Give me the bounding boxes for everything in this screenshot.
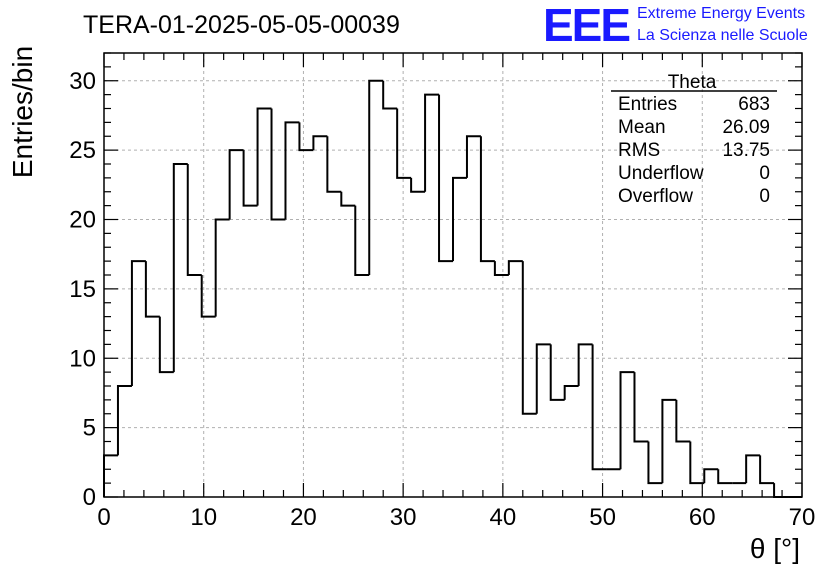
histogram-bin-0 [103, 454, 118, 497]
histogram-bin-48 [773, 483, 789, 498]
axes [103, 52, 803, 498]
y-tick-label-30: 30 [69, 68, 96, 95]
histogram-bin-14 [298, 122, 314, 152]
y-tick-label-20: 20 [69, 207, 96, 234]
histogram-bin-23 [424, 93, 440, 192]
histogram-bin-4 [158, 316, 174, 374]
histogram-bin-5 [172, 163, 188, 373]
stats-entries-label: Entries [618, 94, 677, 115]
stats-underflow-value: 0 [759, 163, 770, 184]
stats-overflow-label: Overflow [618, 186, 693, 207]
histogram-bin-44 [717, 469, 733, 485]
histogram-bin-22 [410, 177, 426, 193]
stats-box-title: Theta [668, 72, 717, 93]
histogram-bin-25 [452, 176, 467, 262]
y-tick-label-0: 0 [83, 484, 96, 511]
histogram-bin-3 [144, 261, 160, 318]
histogram-bin-46 [745, 454, 761, 484]
y-tick-label-10: 10 [69, 345, 96, 372]
y-tick-label-15: 15 [69, 276, 96, 303]
histogram-bin-13 [284, 121, 300, 220]
stats-rms-value: 13.75 [722, 140, 770, 161]
histogram-bin-24 [438, 94, 453, 263]
stats-underflow-label: Underflow [618, 163, 704, 184]
stats-box: Theta Entries 683 Mean 26.09 RMS 13.75 U… [611, 72, 777, 207]
histogram-bin-16 [326, 136, 342, 193]
histogram-bin-9 [228, 149, 244, 220]
grid-lines [104, 53, 802, 497]
y-tick-label-5: 5 [83, 415, 96, 442]
x-tick-label-20: 20 [290, 504, 317, 531]
histogram-bars [103, 79, 802, 498]
histogram-bin-40 [661, 398, 677, 484]
histogram-bin-6 [186, 164, 202, 276]
eee-logo-mark: EEE [543, 0, 629, 51]
histogram-bin-15 [312, 135, 328, 151]
histogram-bin-7 [200, 275, 216, 318]
histogram-bin-39 [647, 441, 663, 485]
histogram-bin-10 [242, 150, 258, 207]
histogram-bin-1 [116, 385, 132, 456]
x-tick-label-40: 40 [490, 504, 517, 531]
histogram-bin-20 [382, 80, 398, 110]
stats-overflow-value: 0 [759, 186, 770, 207]
histogram-bin-47 [759, 455, 775, 485]
histogram-bin-41 [675, 399, 691, 443]
histogram-bin-32 [549, 344, 565, 401]
eee-logo-line1: Extreme Energy Events [637, 5, 805, 22]
stats-rms-label: RMS [618, 140, 660, 161]
histogram-bin-19 [368, 79, 384, 275]
histogram-bin-30 [521, 261, 537, 415]
histogram-bin-8 [214, 218, 230, 317]
histogram-bin-38 [633, 372, 649, 443]
x-tick-label-30: 30 [390, 504, 417, 531]
stats-entries-value: 683 [738, 94, 770, 115]
tick-labels: 0 10 20 30 40 50 60 70 0 5 10 15 20 25 30 [69, 68, 815, 531]
chart-title: TERA-01-2025-05-05-00039 [83, 11, 400, 39]
histogram-bin-35 [591, 344, 607, 471]
stats-mean-value: 26.09 [722, 117, 770, 138]
x-tick-label-60: 60 [689, 504, 716, 531]
histogram-bin-11 [256, 107, 272, 206]
histogram-bin-43 [703, 468, 719, 484]
histogram-bin-28 [493, 261, 509, 276]
histogram-bin-18 [354, 205, 370, 276]
histogram-bin-27 [479, 136, 495, 263]
eee-logo: EEE Extreme Energy Events La Scienza nel… [543, 0, 808, 51]
x-tick-label-70: 70 [789, 504, 816, 531]
x-tick-label-50: 50 [589, 504, 616, 531]
x-tick-label-0: 0 [97, 504, 110, 531]
histogram-bin-26 [465, 135, 481, 178]
histogram-bin-2 [130, 260, 146, 386]
histogram-bin-34 [577, 343, 593, 386]
histogram-bin-21 [396, 108, 412, 179]
stats-mean-label: Mean [618, 117, 666, 138]
histogram-bin-17 [340, 191, 356, 207]
y-tick-label-25: 25 [69, 137, 96, 164]
histogram-bin-42 [689, 441, 705, 485]
histogram-bin-31 [535, 343, 551, 414]
plot-frame [103, 52, 803, 498]
histogram-bin-37 [619, 371, 635, 470]
histogram-bin-12 [270, 108, 286, 221]
x-tick-label-10: 10 [190, 504, 217, 531]
eee-logo-line2: La Scienza nelle Scuole [637, 27, 808, 44]
x-axis-title: θ [°] [750, 533, 800, 564]
histogram-bin-33 [563, 385, 579, 400]
histogram-bin-29 [507, 260, 523, 275]
y-axis-title: Entries/bin [7, 46, 38, 178]
